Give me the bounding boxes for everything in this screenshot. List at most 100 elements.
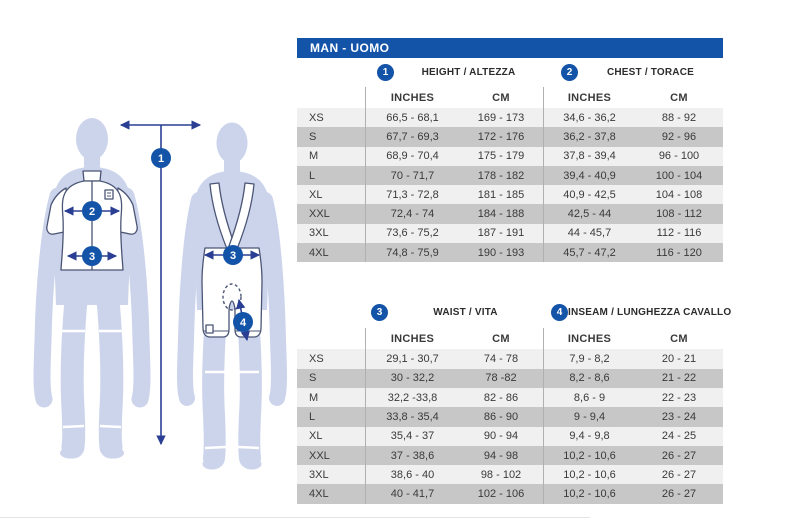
measurement-cell: 169 - 173	[459, 108, 543, 128]
measurement-cell: 66,5 - 68,1	[365, 108, 459, 128]
size-label: XL	[297, 426, 365, 446]
marker-badge: 2	[561, 63, 578, 81]
measurement-cell: 108 - 112	[635, 204, 723, 224]
body-measurement-diagram: 1 2 3 3 4	[33, 118, 287, 470]
svg-text:3: 3	[230, 250, 236, 262]
jersey-logo	[104, 189, 114, 200]
measurement-cell: 32,2 -33,8	[365, 387, 459, 408]
measurement-table: INCHES CM INCHES CM XS 29,1 - 30,7 74 - 78 7,9 …	[297, 328, 723, 504]
measurement-cell: 26 - 27	[635, 445, 723, 466]
group-header: 4 INSEAM / LUNGHEZZA CAVALLO	[543, 303, 731, 321]
unit-header: INCHES	[543, 87, 635, 108]
measurement-cell: 26 - 27	[635, 484, 723, 504]
measurement-cell: 20 - 21	[635, 349, 723, 369]
measurement-cell: 78 -82	[459, 368, 543, 388]
upper-tables: 1 HEIGHT / ALTEZZA 2 CHEST / TORACE INCHES CM…	[297, 63, 723, 263]
group-header: 1 HEIGHT / ALTEZZA	[365, 63, 543, 81]
size-label: XL	[297, 185, 365, 205]
marker-chest: 2	[82, 201, 102, 221]
section-title-bar: MAN - UOMO	[297, 38, 723, 58]
group-title: WAIST / VITA	[433, 306, 498, 318]
measurement-cell: 35,4 - 37	[365, 426, 459, 446]
measurement-cell: 98 - 102	[459, 465, 543, 485]
man-front-silhouette	[33, 118, 151, 459]
group-header-row: 3 WAIST / VITA 4 INSEAM / LUNGHEZZA CAVALLO	[297, 303, 731, 321]
measurement-cell: 181 - 185	[459, 185, 543, 205]
marker-badge: 3	[371, 303, 388, 321]
measurement-cell: 178 - 182	[459, 165, 543, 186]
measurement-table: INCHES CM INCHES CM XS 66,5 - 68,1 169 - 173 34…	[297, 87, 723, 263]
unit-header-spacer	[297, 87, 365, 108]
size-label: S	[297, 127, 365, 147]
unit-header: INCHES	[365, 87, 459, 108]
unit-header: CM	[459, 87, 543, 108]
marker-inseam: 4	[233, 312, 253, 332]
measurement-cell: 34,6 - 36,2	[543, 108, 635, 128]
unit-header: INCHES	[365, 328, 459, 350]
measurement-cell: 33,8 - 35,4	[365, 407, 459, 427]
measurement-cell: 73,6 - 75,2	[365, 223, 459, 244]
shorts-logo	[205, 324, 214, 334]
measurement-cell: 187 - 191	[459, 223, 543, 244]
size-label: 4XL	[297, 484, 365, 504]
measurement-cell: 22 - 23	[635, 387, 723, 408]
measurement-cell: 116 - 120	[635, 243, 723, 263]
measurement-markers: 1 2 3 3 4	[82, 148, 253, 332]
group-title: INSEAM / LUNGHEZZA CAVALLO	[568, 306, 732, 318]
measurement-cell: 26 - 27	[635, 465, 723, 485]
measurement-cell: 184 - 188	[459, 204, 543, 224]
size-label: 3XL	[297, 223, 365, 244]
measurement-cell: 10,2 - 10,6	[543, 465, 635, 485]
measurement-cell: 29,1 - 30,7	[365, 349, 459, 369]
measurement-cell: 68,9 - 70,4	[365, 146, 459, 166]
measurement-cell: 40,9 - 42,5	[543, 185, 635, 205]
measurement-cell: 44 - 45,7	[543, 223, 635, 244]
group-header-row: 1 HEIGHT / ALTEZZA 2 CHEST / TORACE	[297, 63, 723, 81]
jersey-illustration	[46, 170, 138, 271]
size-label: L	[297, 165, 365, 186]
measurement-cell: 96 - 100	[635, 146, 723, 166]
group-title: CHEST / TORACE	[606, 66, 695, 78]
measurement-cell: 88 - 92	[635, 108, 723, 128]
marker-badge: 4	[551, 303, 568, 321]
measurement-cell: 100 - 104	[635, 165, 723, 186]
size-label: M	[297, 146, 365, 166]
measurement-cell: 9 - 9,4	[543, 407, 635, 427]
measurement-cell: 86 - 90	[459, 407, 543, 427]
measurement-cell: 21 - 22	[635, 368, 723, 388]
measurement-cell: 36,2 - 37,8	[543, 127, 635, 147]
measurement-cell: 8,6 - 9	[543, 387, 635, 408]
size-label: M	[297, 387, 365, 408]
measurement-cell: 102 - 106	[459, 484, 543, 504]
unit-header: CM	[459, 328, 543, 350]
measurement-cell: 92 - 96	[635, 127, 723, 147]
measurement-cell: 37,8 - 39,4	[543, 146, 635, 166]
chamois-dashed-outline	[222, 283, 242, 311]
measurement-cell: 190 - 193	[459, 243, 543, 263]
svg-text:2: 2	[89, 206, 95, 218]
measurement-cell: 175 - 179	[459, 146, 543, 166]
group-header: 2 CHEST / TORACE	[543, 63, 723, 81]
svg-text:1: 1	[158, 153, 164, 165]
measurement-cell: 104 - 108	[635, 185, 723, 205]
measurement-cell: 172 - 176	[459, 127, 543, 147]
svg-text:4: 4	[240, 317, 247, 329]
measurement-cell: 72,4 - 74	[365, 204, 459, 224]
size-label: XXL	[297, 204, 365, 224]
marker-waist-back: 3	[223, 245, 243, 265]
measurement-cell: 71,3 - 72,8	[365, 185, 459, 205]
measurement-cell: 90 - 94	[459, 426, 543, 446]
size-tables-panel: MAN - UOMO 1 HEIGHT / ALTEZZA 2 CHEST / TOR…	[297, 38, 731, 504]
measurement-cell: 7,9 - 8,2	[543, 349, 635, 369]
unit-header: CM	[635, 87, 723, 108]
size-label: XS	[297, 108, 365, 128]
marker-waist-front: 3	[82, 246, 102, 266]
measurement-cell: 39,4 - 40,9	[543, 165, 635, 186]
measurement-cell: 40 - 41,7	[365, 484, 459, 504]
marker-height: 1	[151, 148, 171, 168]
unit-header-spacer	[297, 328, 365, 350]
marker-badge: 1	[377, 63, 394, 81]
measurement-cell: 24 - 25	[635, 426, 723, 446]
measurement-cell: 37 - 38,6	[365, 445, 459, 466]
